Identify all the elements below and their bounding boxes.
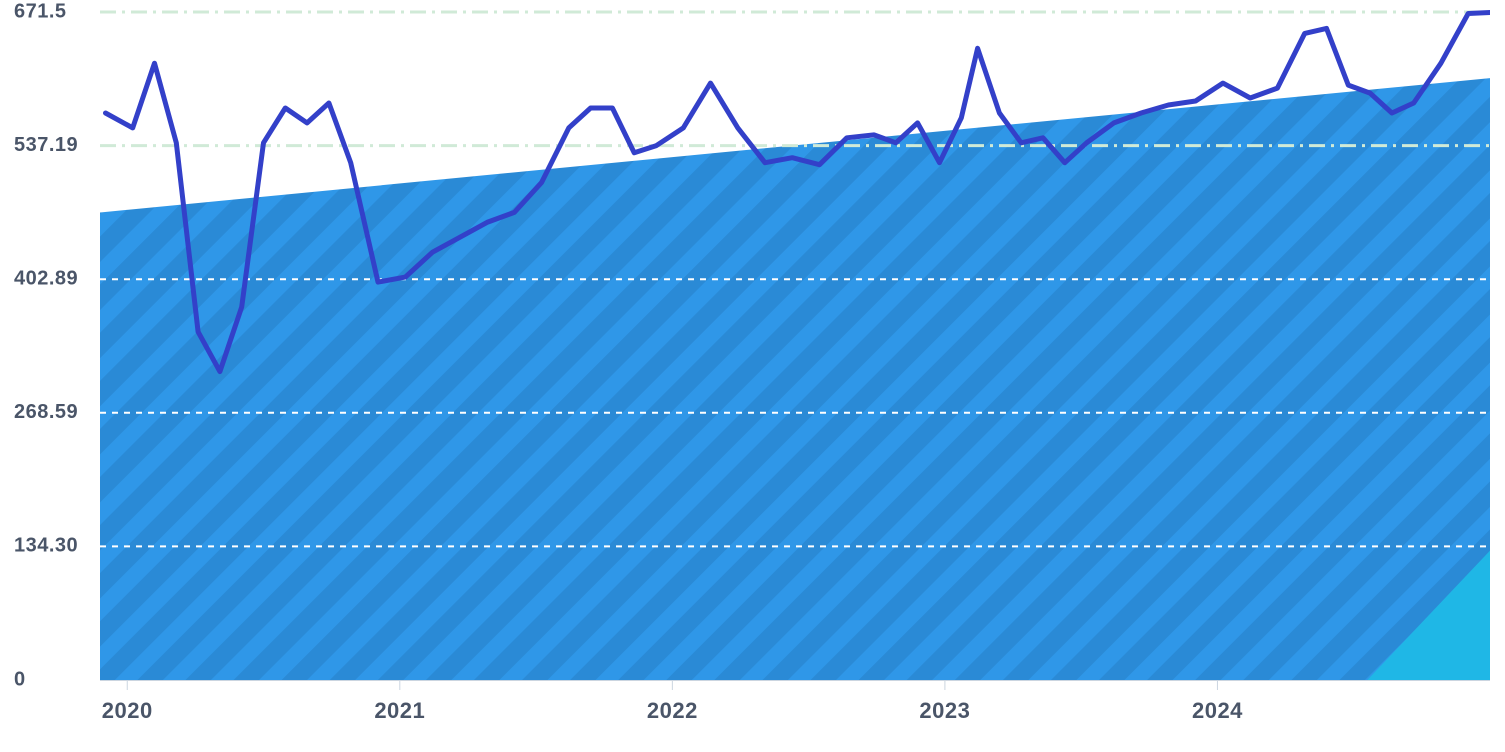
x-tick-label: 2024	[1192, 698, 1243, 723]
trend-area	[100, 78, 1490, 680]
x-tick-label: 2022	[647, 698, 698, 723]
y-tick-label: 671.5	[14, 0, 67, 22]
y-tick-label: 402.89	[14, 267, 78, 289]
y-tick-label: 268.59	[14, 401, 78, 423]
y-tick-label: 0	[14, 668, 26, 690]
x-tick-label: 2021	[374, 698, 425, 723]
time-series-chart: 0 134.30 268.59 402.89 537.19 671.5 2020 2021 20…	[0, 0, 1505, 752]
chart-container: 0 134.30 268.59 402.89 537.19 671.5 2020 2021 20…	[0, 0, 1505, 752]
x-tick-label: 2020	[102, 698, 153, 723]
y-tick-label: 134.30	[14, 535, 78, 557]
x-tick-label: 2023	[919, 698, 970, 723]
y-tick-label: 537.19	[14, 134, 78, 156]
